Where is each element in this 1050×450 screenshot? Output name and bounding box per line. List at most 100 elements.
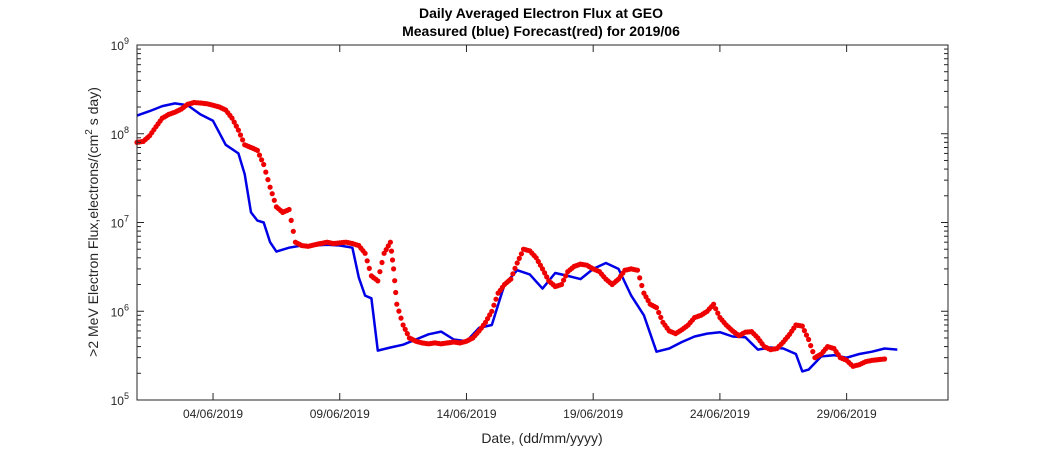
- forecast-point: [508, 276, 514, 282]
- forecast-point: [271, 197, 277, 203]
- forecast-point: [362, 250, 368, 256]
- forecast-point: [254, 147, 260, 153]
- x-axis-label: Date, (dd/mm/yyyy): [481, 430, 602, 446]
- forecast-point: [231, 119, 237, 125]
- y-tick-label-exponent: 7: [124, 214, 129, 224]
- forecast-point: [235, 127, 241, 133]
- y-tick-label: 107: [111, 214, 129, 231]
- forecast-point: [561, 277, 567, 283]
- forecast-point: [510, 271, 516, 277]
- y-tick-label-base: 10: [111, 128, 125, 142]
- y-tick-label: 105: [111, 391, 129, 408]
- forecast-point: [377, 269, 383, 275]
- forecast-point: [364, 258, 370, 264]
- forecast-point: [544, 274, 550, 280]
- forecast-point: [491, 302, 497, 308]
- forecast-point: [713, 306, 719, 312]
- forecast-point: [267, 184, 273, 190]
- forecast-point: [808, 343, 814, 349]
- forecast-point: [387, 239, 393, 245]
- forecast-point: [288, 217, 294, 223]
- forecast-point: [286, 206, 292, 213]
- y-tick-label: 109: [111, 36, 129, 53]
- forecast-point: [391, 266, 397, 272]
- forecast-point: [715, 310, 721, 316]
- forecast-point: [393, 289, 399, 296]
- forecast-point: [394, 301, 400, 307]
- y-axis-label-main: >2 MeV Electron Flux,electrons/(cm: [85, 135, 101, 357]
- forecast-point: [558, 281, 565, 288]
- forecast-point: [658, 314, 664, 320]
- forecast-point: [799, 323, 805, 329]
- x-tick-label: 24/06/2019: [690, 407, 750, 421]
- forecast-point: [656, 309, 662, 316]
- forecast-point: [493, 296, 499, 302]
- y-axis-label-superscript: 2: [84, 129, 95, 135]
- plot-area: [137, 45, 948, 400]
- forecast-series-markers: [134, 99, 888, 369]
- x-tick-label: 19/06/2019: [563, 407, 623, 421]
- forecast-point: [518, 251, 525, 257]
- y-tick-label-base: 10: [111, 394, 125, 408]
- forecast-point: [388, 248, 395, 254]
- y-tick-label-exponent: 9: [124, 36, 129, 46]
- y-tick-label-exponent: 8: [124, 125, 129, 135]
- y-tick-label: 106: [111, 302, 129, 319]
- x-tick-label: 29/06/2019: [817, 407, 877, 421]
- forecast-point: [404, 331, 410, 337]
- forecast-point: [263, 169, 269, 175]
- forecast-point: [810, 349, 816, 355]
- forecast-point: [237, 132, 244, 138]
- forecast-point: [563, 273, 569, 279]
- forecast-point: [375, 278, 381, 284]
- forecast-point: [539, 266, 546, 272]
- forecast-point: [639, 282, 645, 289]
- forecast-point: [806, 336, 812, 343]
- x-axis-ticks: 04/06/2019 09/06/2019 14/06/2019 19/06/2019…: [183, 45, 877, 421]
- forecast-point: [516, 255, 522, 261]
- forecast-point: [229, 115, 235, 121]
- forecast-point: [489, 308, 495, 314]
- forecast-point: [882, 356, 888, 362]
- forecast-point: [259, 157, 265, 163]
- forecast-point: [400, 322, 406, 328]
- forecast-point: [392, 278, 398, 284]
- forecast-point: [514, 260, 520, 266]
- forecast-point: [803, 332, 810, 338]
- forecast-point: [396, 308, 402, 314]
- chart-subtitle: Measured (blue) Forecast(red) for 2019/0…: [402, 23, 680, 39]
- forecast-point: [711, 301, 717, 307]
- x-tick-label: 14/06/2019: [436, 407, 496, 421]
- chart-title: Daily Averaged Electron Flux at GEO: [419, 5, 663, 21]
- y-tick-label-exponent: 6: [124, 302, 129, 312]
- forecast-point: [290, 228, 296, 234]
- y-tick-label-base: 10: [111, 217, 125, 231]
- y-tick-label: 108: [111, 125, 129, 142]
- forecast-point: [542, 270, 548, 276]
- forecast-point: [402, 326, 408, 332]
- forecast-point: [389, 257, 396, 263]
- forecast-point: [366, 265, 372, 271]
- x-tick-label: 04/06/2019: [183, 407, 243, 421]
- series-layer: [134, 99, 898, 373]
- forecast-point: [653, 305, 660, 311]
- forecast-point: [634, 267, 641, 273]
- forecast-point: [256, 152, 263, 158]
- forecast-point: [240, 137, 246, 143]
- y-axis-label-tail: s day): [85, 87, 101, 129]
- forecast-point: [379, 259, 385, 266]
- x-tick-label: 09/06/2019: [310, 407, 370, 421]
- forecast-point: [265, 177, 271, 183]
- forecast-point: [801, 328, 808, 334]
- forecast-point: [512, 265, 518, 271]
- y-tick-label-base: 10: [111, 39, 125, 53]
- forecast-point: [233, 123, 239, 129]
- y-tick-label-base: 10: [111, 305, 125, 319]
- y-tick-label-exponent: 5: [124, 391, 129, 401]
- forecast-point: [269, 191, 275, 197]
- y-axis-label: >2 MeV Electron Flux,electrons/(cm2 s da…: [84, 87, 101, 357]
- forecast-point: [637, 275, 643, 281]
